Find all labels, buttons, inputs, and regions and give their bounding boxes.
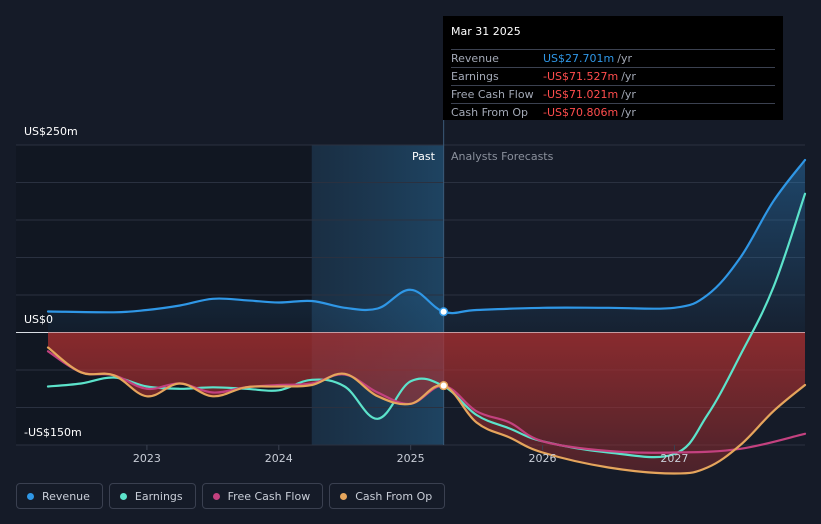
y-axis-zero-label: US$0 bbox=[24, 313, 54, 326]
legend-item-free-cash-flow[interactable]: Free Cash Flow bbox=[201, 483, 324, 509]
legend-label: Cash From Op bbox=[355, 489, 433, 503]
x-tick-label: 2026 bbox=[529, 452, 557, 465]
legend-dot-icon bbox=[119, 492, 127, 500]
tooltip-row-label: Revenue bbox=[451, 52, 499, 65]
legend-item-cash-from-op[interactable]: Cash From Op bbox=[329, 483, 446, 509]
tooltip-row-value: US$27.701m bbox=[543, 52, 615, 65]
legend-item-earnings[interactable]: Earnings bbox=[108, 483, 196, 509]
tooltip-row: Cash From Op -US$70.806m/yr bbox=[451, 103, 775, 121]
x-tick-label: 2025 bbox=[397, 452, 425, 465]
tooltip-row-unit: /yr bbox=[621, 106, 636, 119]
legend-label: Revenue bbox=[42, 489, 90, 503]
forecast-label: Analysts Forecasts bbox=[451, 150, 554, 163]
tooltip-row-value: -US$71.527m bbox=[543, 70, 619, 83]
tooltip-row: Free Cash Flow -US$71.021m/yr bbox=[451, 85, 775, 103]
series-line-cash-from-op bbox=[46, 346, 807, 475]
marker-revenue bbox=[439, 307, 449, 317]
marker-cash-from-op bbox=[439, 381, 449, 391]
tooltip: Mar 31 2025 Revenue US$27.701m/yr Earnings… bbox=[443, 16, 783, 120]
legend: Revenue Earnings Free Cash Flow Cash From O… bbox=[16, 483, 446, 509]
tooltip-date: Mar 31 2025 bbox=[451, 25, 521, 38]
tooltip-row-unit: /yr bbox=[617, 52, 632, 65]
y-axis-top-label: US$250m bbox=[24, 125, 78, 138]
legend-item-revenue[interactable]: Revenue bbox=[16, 483, 103, 509]
tooltip-row: Earnings -US$71.527m/yr bbox=[451, 67, 775, 85]
tooltip-row-label: Free Cash Flow bbox=[451, 88, 534, 101]
series-line-free-cash-flow bbox=[46, 350, 807, 454]
x-tick-label: 2027 bbox=[660, 452, 688, 465]
tooltip-row-unit: /yr bbox=[621, 70, 636, 83]
legend-dot-icon bbox=[212, 492, 220, 500]
tooltip-row: Revenue US$27.701m/yr bbox=[451, 49, 775, 67]
legend-dot-icon bbox=[27, 492, 34, 500]
tooltip-row-label: Cash From Op bbox=[451, 106, 529, 119]
legend-dot-icon bbox=[340, 492, 348, 500]
tooltip-row-value: -US$70.806m bbox=[543, 106, 619, 119]
legend-label: Earnings bbox=[134, 489, 183, 503]
negative-area bbox=[48, 332, 805, 474]
past-label: Past bbox=[412, 150, 435, 163]
tooltip-row-label: Earnings bbox=[451, 70, 499, 83]
legend-label: Free Cash Flow bbox=[227, 489, 311, 503]
y-axis-bottom-label: -US$150m bbox=[24, 426, 82, 439]
series-line-revenue bbox=[46, 158, 807, 315]
revenue-area bbox=[48, 160, 805, 333]
tooltip-row-value: -US$71.021m bbox=[543, 88, 619, 101]
x-tick-label: 2024 bbox=[265, 452, 293, 465]
x-tick-label: 2023 bbox=[133, 452, 161, 465]
tooltip-row-unit: /yr bbox=[621, 88, 636, 101]
